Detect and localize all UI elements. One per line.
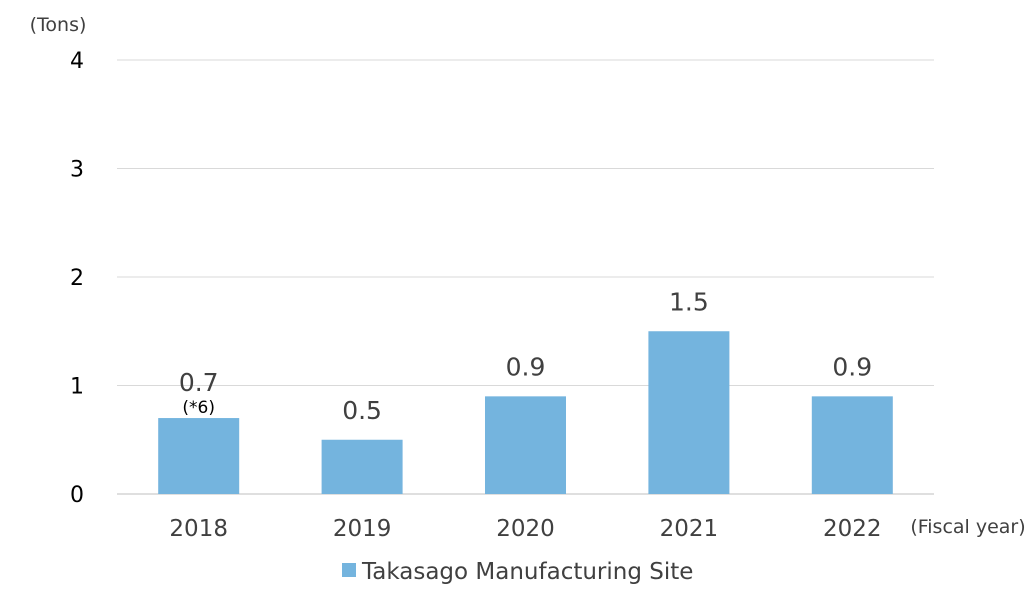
data-label: 1.5 [669, 287, 709, 316]
data-labels: 0.7(*6) 0.5 0.9 1.5 0.9 [179, 287, 872, 425]
x-tick-label: 2021 [660, 516, 719, 542]
data-label: 0.7 [179, 368, 219, 397]
x-tick-label: 2018 [169, 516, 228, 542]
bar [485, 396, 566, 494]
legend-swatch [342, 563, 356, 577]
x-tick-label: 2019 [333, 516, 392, 542]
data-label: 0.5 [342, 396, 382, 425]
x-tick-label: 2022 [823, 516, 882, 542]
bar [648, 331, 730, 494]
bar [321, 439, 403, 494]
y-tick-label: 3 [70, 158, 84, 183]
y-tick-label: 2 [70, 266, 84, 291]
x-unit-label: (Fiscal year) [910, 516, 1025, 538]
y-tick-label: 1 [70, 375, 84, 400]
bar [811, 396, 893, 494]
bars [158, 331, 893, 494]
x-tick-label: 2020 [496, 516, 555, 542]
annotation-label: (*6) [182, 398, 215, 418]
axes: 0 1 2 3 4 2018 2019 2020 2021 2022 [70, 49, 882, 542]
y-unit-label: (Tons) [30, 14, 87, 36]
legend: Takasago Manufacturing Site [342, 559, 693, 585]
legend-label: Takasago Manufacturing Site [361, 559, 693, 585]
y-tick-label: 0 [70, 483, 84, 508]
y-tick-label: 4 [70, 49, 84, 74]
bar [158, 418, 240, 494]
data-label: 0.9 [832, 352, 872, 381]
data-label: 0.9 [506, 352, 546, 381]
gridlines [117, 59, 934, 495]
